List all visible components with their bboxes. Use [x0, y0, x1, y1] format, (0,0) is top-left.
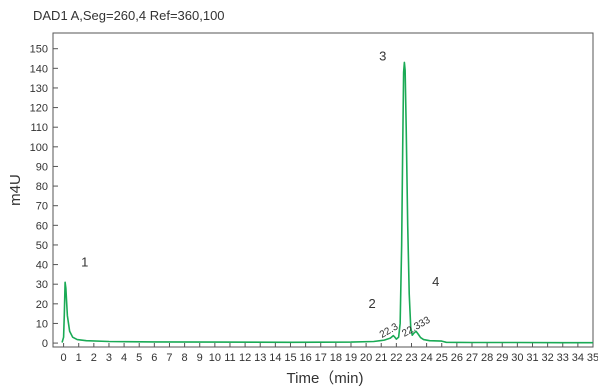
- x-tick-label: 26: [451, 352, 463, 364]
- retention-time-label: 22.333: [400, 315, 432, 340]
- peak-number-label: 2: [369, 296, 376, 311]
- x-tick-label: 31: [526, 352, 538, 364]
- x-tick-label: 35: [587, 352, 598, 364]
- x-tick-label: 0: [61, 352, 67, 364]
- plot-frame: [52, 32, 594, 348]
- x-tick-label: 19: [345, 352, 357, 364]
- x-tick-label: 14: [269, 352, 281, 364]
- x-tick-label: 27: [466, 352, 478, 364]
- x-tick-label: 33: [557, 352, 569, 364]
- y-tick-label: 50: [36, 240, 48, 252]
- y-tick-label: 30: [36, 279, 48, 291]
- x-tick-label: 29: [496, 352, 508, 364]
- y-tick-label: 20: [36, 299, 48, 311]
- x-axis-ticks: 0 1 2 3 4 5 6 7 8 9 10 11 12 13 14 15 16 17 18 19 20 21 22 23 24…: [61, 343, 598, 364]
- x-tick-label: 34: [572, 352, 584, 364]
- peak-number-label: 1: [81, 255, 88, 270]
- x-tick-label: 32: [541, 352, 553, 364]
- x-axis-title: Time（min): [287, 370, 364, 387]
- y-tick-label: 90: [36, 161, 48, 173]
- x-tick-label: 20: [360, 352, 372, 364]
- chart-title: DAD1 A,Seg=260,4 Ref=360,100: [33, 8, 225, 23]
- y-axis-title: m4U: [7, 174, 24, 206]
- y-axis-ticks: 0 10 20 30 40 50 60 70 80 90 100 110 120 130 140 150: [30, 44, 58, 350]
- y-tick-label: 70: [36, 201, 48, 213]
- x-tick-label: 11: [224, 352, 235, 364]
- x-tick-label: 8: [182, 352, 188, 364]
- x-tick-label: 5: [136, 352, 142, 364]
- x-tick-label: 17: [315, 352, 327, 364]
- y-tick-label: 60: [36, 220, 48, 232]
- y-tick-label: 10: [36, 318, 48, 330]
- x-tick-label: 18: [330, 352, 342, 364]
- x-tick-label: 28: [481, 352, 493, 364]
- y-tick-label: 100: [30, 142, 48, 154]
- x-tick-label: 10: [209, 352, 221, 364]
- x-tick-label: 25: [436, 352, 448, 364]
- x-tick-label: 22: [390, 352, 402, 364]
- x-tick-label: 1: [76, 352, 82, 364]
- x-tick-label: 9: [197, 352, 203, 364]
- x-tick-label: 6: [151, 352, 157, 364]
- series-group: [61, 61, 593, 344]
- y-tick-label: 0: [42, 338, 48, 350]
- y-tick-label: 40: [36, 260, 48, 272]
- x-tick-label: 23: [405, 352, 417, 364]
- x-tick-label: 12: [239, 352, 251, 364]
- y-tick-label: 110: [30, 122, 48, 134]
- y-tick-label: 150: [30, 44, 48, 56]
- x-tick-label: 21: [375, 352, 387, 364]
- x-tick-label: 4: [121, 352, 127, 364]
- x-tick-label: 3: [106, 352, 112, 364]
- y-tick-label: 130: [30, 83, 48, 95]
- peak-number-label: 3: [379, 48, 386, 63]
- x-tick-label: 24: [420, 352, 432, 364]
- x-tick-label: 13: [254, 352, 266, 364]
- x-tick-label: 15: [284, 352, 296, 364]
- y-tick-label: 120: [30, 103, 48, 115]
- x-tick-label: 30: [511, 352, 523, 364]
- peak-number-label: 4: [432, 274, 439, 289]
- y-tick-label: 80: [36, 181, 48, 193]
- x-tick-label: 16: [299, 352, 311, 364]
- y-tick-label: 140: [30, 63, 48, 75]
- x-tick-label: 2: [91, 352, 97, 364]
- x-tick-label: 7: [166, 352, 172, 364]
- series-line: [61, 61, 593, 344]
